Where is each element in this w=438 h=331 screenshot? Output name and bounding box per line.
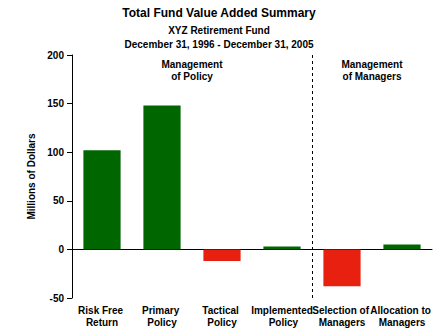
svg-text:Total Fund Value Added Summary: Total Fund Value Added Summary xyxy=(122,6,316,20)
svg-text:Managers: Managers xyxy=(379,317,426,328)
svg-text:Management: Management xyxy=(161,59,223,70)
svg-text:Policy: Policy xyxy=(147,317,177,328)
svg-text:Management: Management xyxy=(341,59,403,70)
svg-text:of Managers: of Managers xyxy=(343,71,402,82)
svg-text:Policy: Policy xyxy=(207,317,237,328)
svg-text:Primary: Primary xyxy=(142,305,182,316)
svg-text:December 31, 1996 - December 3: December 31, 1996 - December 31, 2005 xyxy=(124,39,313,50)
svg-text:Risk Free: Risk Free xyxy=(78,305,126,316)
svg-text:-50: -50 xyxy=(50,293,65,304)
svg-text:Implemented: Implemented xyxy=(251,305,313,316)
svg-text:Selection of: Selection of xyxy=(312,305,371,316)
svg-text:50: 50 xyxy=(53,195,65,206)
svg-text:150: 150 xyxy=(47,98,64,109)
svg-text:Millions of Dollars: Millions of Dollars xyxy=(26,133,37,220)
svg-text:of Policy: of Policy xyxy=(171,71,213,82)
svg-text:Return: Return xyxy=(86,317,118,328)
svg-text:Tactical: Tactical xyxy=(202,305,241,316)
svg-text:Managers: Managers xyxy=(319,317,366,328)
svg-text:100: 100 xyxy=(47,147,64,158)
svg-text:XYZ Retirement Fund: XYZ Retirement Fund xyxy=(168,25,270,36)
svg-text:Policy: Policy xyxy=(266,317,299,328)
svg-text:0: 0 xyxy=(58,244,64,255)
svg-text:200: 200 xyxy=(47,50,64,61)
svg-text:Allocation to: Allocation to xyxy=(370,305,433,316)
